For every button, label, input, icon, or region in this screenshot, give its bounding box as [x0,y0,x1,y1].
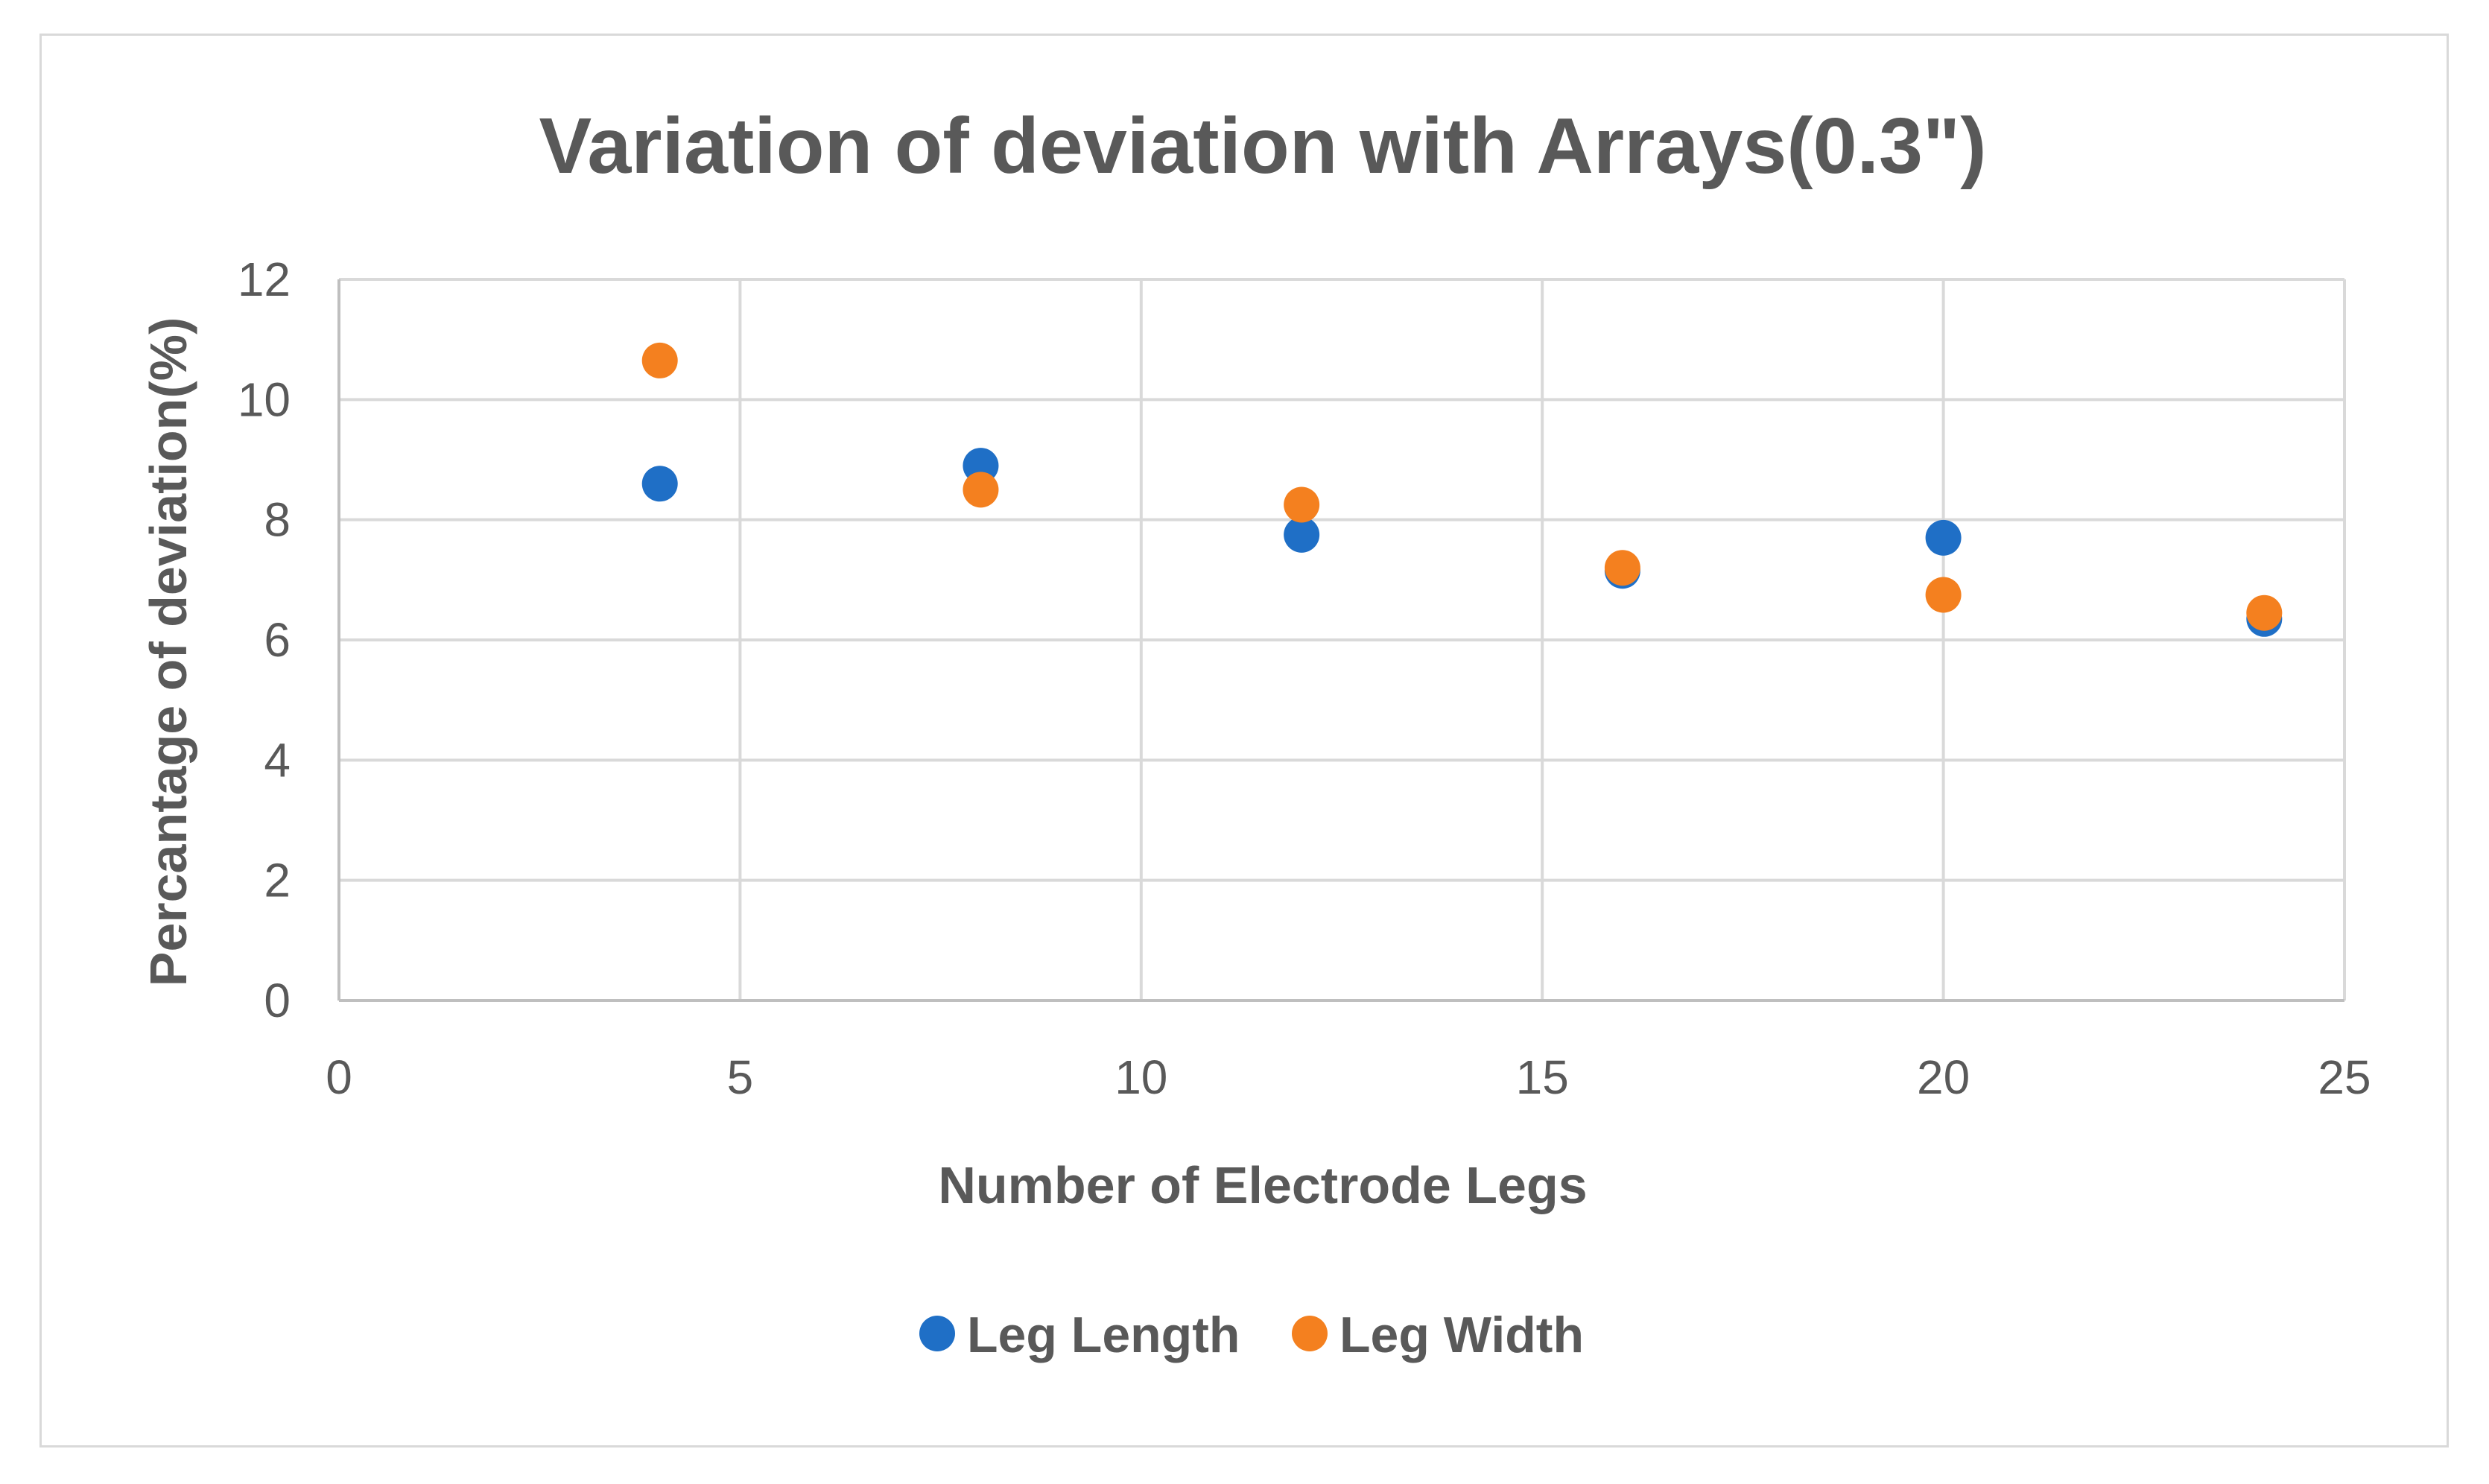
axes-layer [337,279,2344,1002]
y-tick-label: 0 [264,974,291,1027]
y-tick-label: 4 [264,733,291,787]
y-tick-label: 8 [264,493,291,547]
data-point-leg-width [1925,577,1962,613]
x-tick-label: 5 [727,1050,754,1104]
legend-label-leg-length: Leg Length [967,1307,1240,1363]
y-tick-label: 10 [238,372,291,426]
y-tick-label: 12 [238,253,291,306]
legend-marker-leg-width [1292,1316,1328,1351]
points-layer [641,342,2283,637]
x-tick-label: 25 [2318,1050,2371,1104]
legend-label-leg-width: Leg Width [1339,1307,1584,1363]
data-point-leg-width [1284,486,1320,523]
grid-layer [339,278,2346,1001]
data-point-leg-width [1604,550,1640,586]
x-tick-label: 10 [1114,1050,1167,1104]
data-point-leg-width [641,342,678,378]
x-axis-title: Number of Electrode Legs [938,1156,1587,1214]
legend-marker-leg-length [919,1316,955,1351]
data-point-leg-length [641,466,678,502]
ticks-layer: 0 2 4 6 8 10 12 0 5 10 15 20 25 [238,253,2371,1104]
x-tick-label: 0 [326,1050,352,1104]
chart-frame [39,34,2449,1447]
chart-title: Variation of deviation with Arrays(0.3") [539,102,1987,190]
data-point-leg-width [963,472,999,508]
data-point-leg-width [2246,594,2283,631]
x-tick-label: 20 [1917,1050,1970,1104]
x-tick-label: 15 [1516,1050,1569,1104]
y-axis-title: Percantage of deviation(%) [139,317,197,987]
data-point-leg-length [1925,519,1962,556]
y-tick-label: 2 [264,854,291,907]
data-point-leg-length [1284,516,1320,553]
y-tick-label: 6 [264,613,291,667]
legend: Leg Length Leg Width [919,1307,1584,1363]
